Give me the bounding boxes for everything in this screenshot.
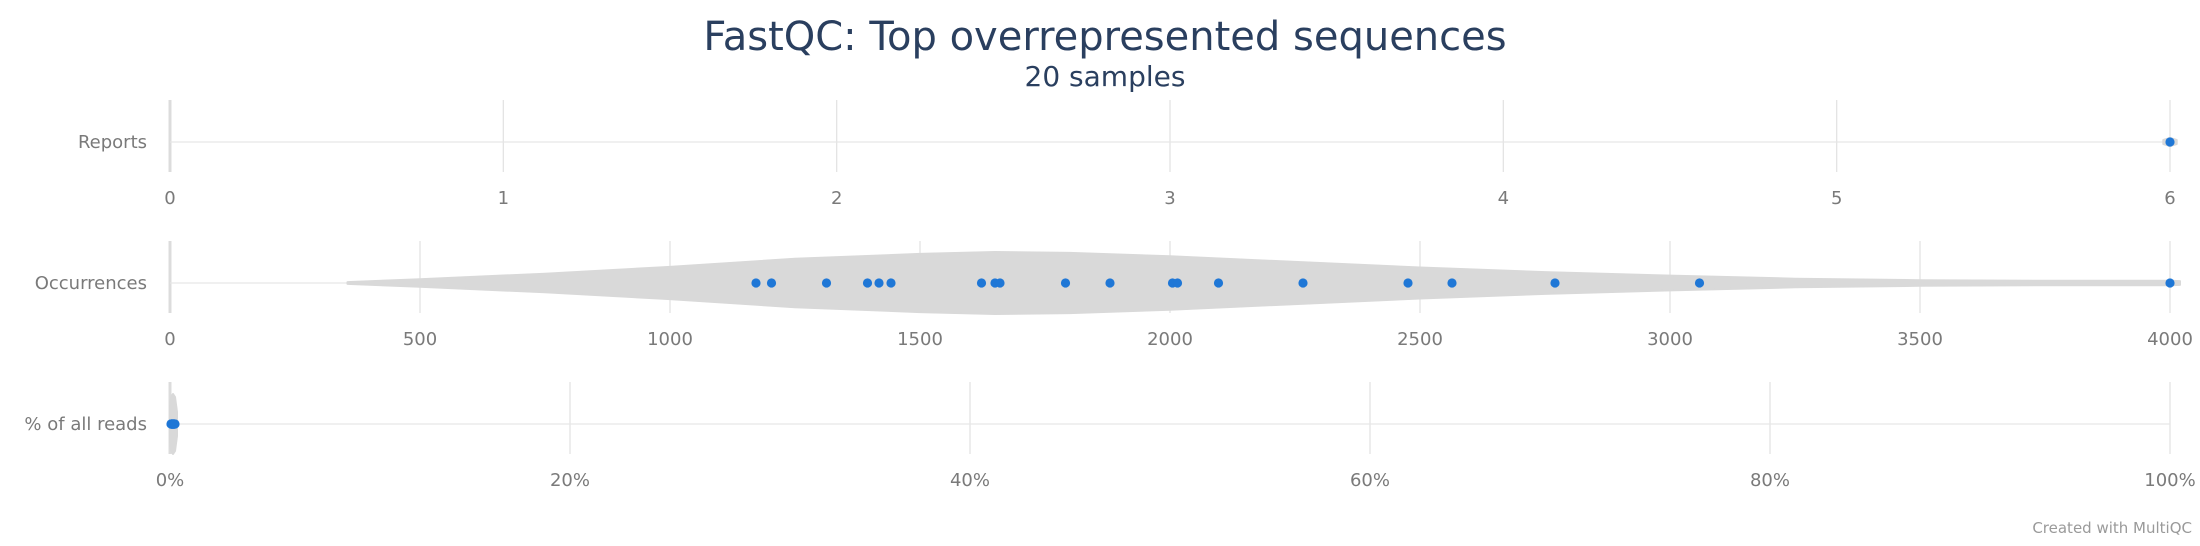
tick-label: 3500: [1897, 329, 1943, 350]
data-point[interactable]: [1172, 278, 1183, 288]
tick-label: 0: [164, 329, 175, 350]
credit-text: Created with MultiQC: [2032, 519, 2192, 537]
data-point[interactable]: [976, 278, 987, 288]
tick-label: 500: [403, 329, 437, 350]
tick-label: 60%: [1350, 470, 1390, 491]
chart-title: FastQC: Top overrepresented sequences: [703, 14, 1506, 60]
chart-subtitle: 20 samples: [1025, 60, 1186, 93]
tick-label: 3000: [1647, 329, 1693, 350]
data-point[interactable]: [2165, 137, 2175, 147]
tick-label: 6: [2164, 188, 2175, 209]
panel-1: Occurrences 0 500 1000 1500 2000 2500 3000 3500 4…: [35, 241, 2193, 350]
panels: Reports 0 1 2 3 4 5 6 Occurrences 0 500 1000 1500 200…: [24, 100, 2196, 491]
panel-label: Reports: [78, 132, 147, 153]
tick-label: 3: [1164, 188, 1175, 209]
panel-label: % of all reads: [24, 414, 147, 435]
tick-label: 2500: [1397, 329, 1443, 350]
tick-label: 2: [831, 188, 842, 209]
data-point[interactable]: [1298, 278, 1308, 288]
tick-label: 1: [498, 188, 509, 209]
tick-label: 4: [1498, 188, 1509, 209]
tick-label: 0%: [156, 470, 185, 491]
data-point[interactable]: [751, 278, 761, 288]
data-point[interactable]: [821, 278, 832, 288]
data-point[interactable]: [862, 278, 873, 288]
data-point[interactable]: [1105, 278, 1115, 288]
tick-label: 80%: [1750, 470, 1790, 491]
data-point[interactable]: [1694, 278, 1705, 288]
data-point[interactable]: [995, 278, 1005, 288]
data-point[interactable]: [874, 278, 884, 288]
tick-label: 5: [1831, 188, 1842, 209]
data-point[interactable]: [1447, 278, 1457, 288]
panel-label: Occurrences: [35, 273, 147, 294]
data-point[interactable]: [170, 419, 180, 429]
violin-shape: [346, 251, 2181, 315]
tick-label: 1500: [897, 329, 943, 350]
data-point[interactable]: [886, 278, 896, 288]
data-point[interactable]: [1213, 278, 1224, 288]
data-point[interactable]: [1403, 278, 1413, 288]
data-point[interactable]: [766, 278, 777, 288]
tick-label: 4000: [2147, 329, 2193, 350]
panel-0: Reports 0 1 2 3 4 5 6: [78, 100, 2178, 209]
tick-label: 20%: [550, 470, 590, 491]
panel-2: % of all reads 0% 20% 40% 60% 80% 100%: [24, 382, 2196, 491]
data-point[interactable]: [1550, 278, 1560, 288]
data-point[interactable]: [2165, 278, 2175, 288]
data-point[interactable]: [1060, 278, 1071, 288]
tick-label: 2000: [1147, 329, 1193, 350]
tick-label: 100%: [2144, 470, 2195, 491]
tick-label: 1000: [647, 329, 693, 350]
tick-label: 0: [164, 188, 175, 209]
tick-label: 40%: [950, 470, 990, 491]
